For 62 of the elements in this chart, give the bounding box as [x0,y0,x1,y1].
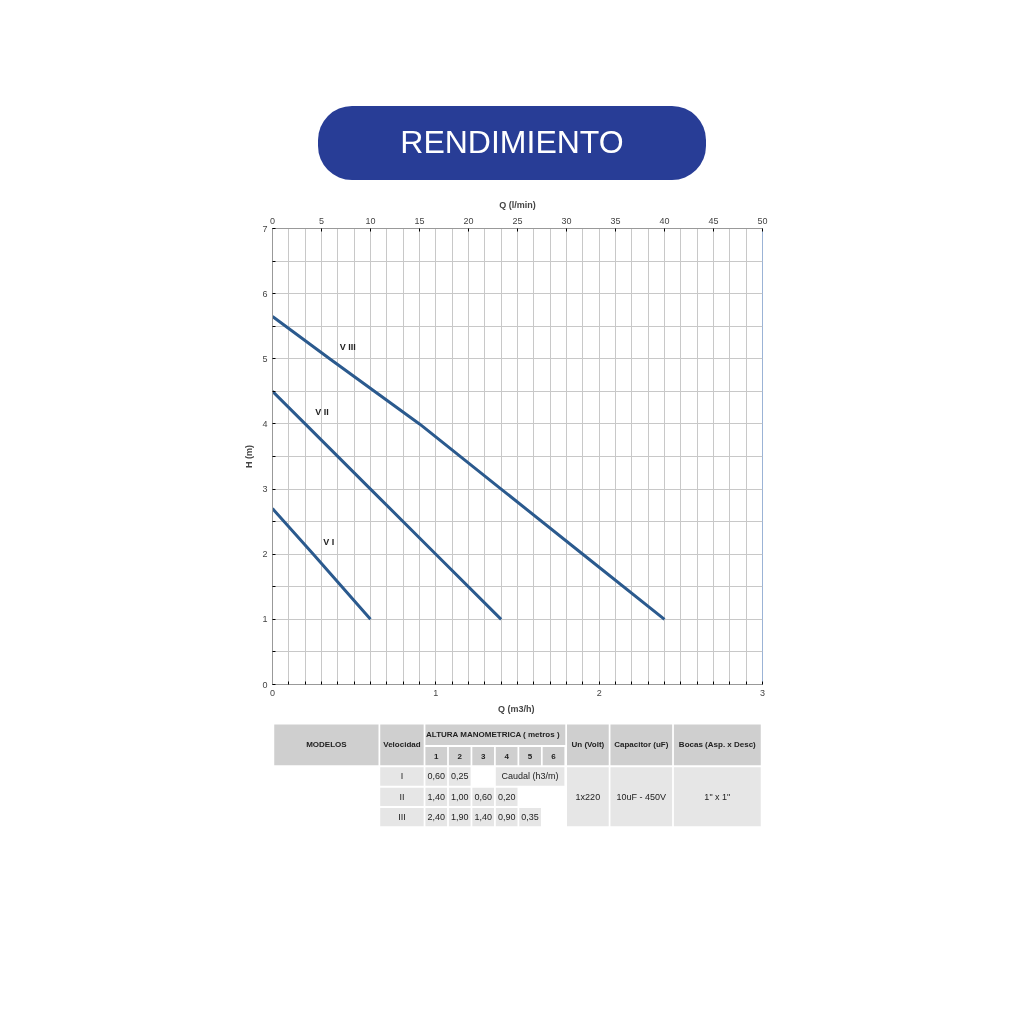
x2-tick-label: 5 [319,215,325,226]
x2-tick-label: 45 [708,215,719,226]
x-tick-label: 0 [270,687,276,698]
text: 0,60 [427,771,446,782]
text: 10uF - 450V [616,791,667,802]
chart-title: RENDIMIENTO [400,123,624,162]
x2-tick-label: 50 [757,215,768,226]
text: 6 [551,751,557,761]
text: Bocas (Asp. x Desc) [678,740,757,750]
text: Capacitor (uF) [614,740,669,750]
text: MODELOS [306,740,348,750]
series-label: V III [339,341,356,352]
text: III [398,811,406,822]
y-tick-label: 5 [262,353,268,364]
y-tick-label: 0 [262,679,268,690]
y-tick-label: 3 [262,483,268,494]
y-axis-title: H (m) [244,444,255,468]
text: ALTURA MANOMETRICA ( metros ) [426,729,560,739]
x2-tick-label: 10 [365,215,376,226]
x-axis-title: Q (m3/h) [498,703,535,714]
x2-tick-label: 40 [659,215,670,226]
x-tick-label: 1 [433,687,439,698]
y-tick-label: 4 [262,418,268,429]
x2-tick-label: 25 [512,215,523,226]
text: 2,40 [427,811,446,822]
x2-tick-label: 0 [270,215,276,226]
text: 0,35 [521,811,539,822]
text: 1,90 [450,811,469,822]
y-tick-label: 1 [262,614,268,625]
text: 1 [434,751,440,761]
x-tick-label: 2 [596,687,602,698]
x2-tick-label: 15 [414,215,425,226]
y-tick-label: 6 [262,288,268,299]
text: 0,60 [474,791,492,802]
line-series [272,314,666,621]
text: 1x220 [575,791,601,802]
text: Un (Volt) [571,740,605,750]
text: 1,40 [427,791,446,802]
text: 1" x 1" [704,791,731,802]
text: Caudal (h3/m) [501,771,559,782]
text: 1,00 [450,791,469,802]
text: 0,20 [497,791,516,802]
y-tick-label: 2 [262,548,268,559]
y-tick-label: 7 [262,223,268,234]
text: 2 [457,751,463,761]
x2-tick-label: 20 [463,215,474,226]
text: 4 [504,751,510,761]
x2-tick-label: 35 [610,215,621,226]
text: 0,25 [450,771,469,782]
x-tick-label: 3 [760,687,766,698]
line-series [272,389,503,621]
text: II [399,791,405,802]
text: 5 [527,751,533,761]
series-label: V I [323,536,335,547]
text: Velocidad [383,740,421,750]
text: 1,40 [474,811,492,822]
text: 0,90 [497,811,516,822]
text: I [400,771,404,782]
x2-tick-label: 30 [561,215,572,226]
text: 3 [480,751,486,761]
x2-axis-title: Q (l/min) [499,199,536,210]
series-label: V II [315,406,329,417]
